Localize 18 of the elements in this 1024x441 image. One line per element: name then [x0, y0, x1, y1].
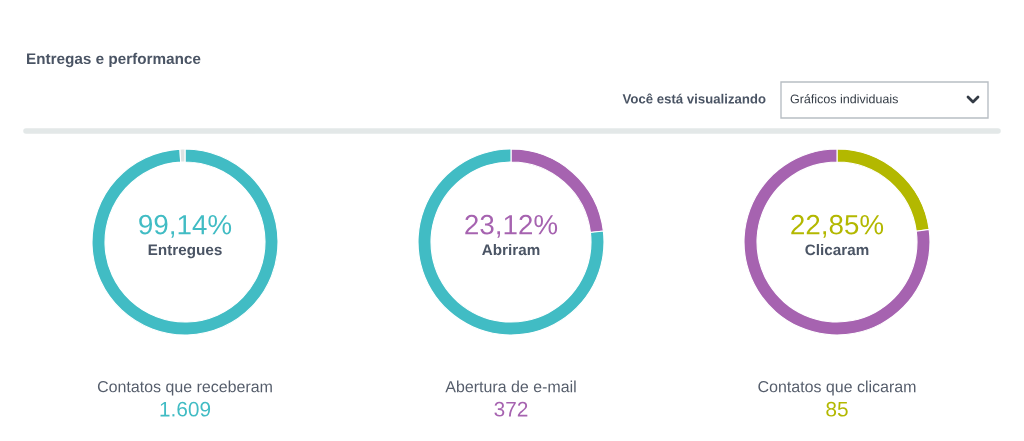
text: 85 [826, 401, 848, 417]
text: 372 [494, 401, 528, 417]
data-label: 22,85% [791, 214, 884, 238]
donut-slice [91, 148, 279, 336]
text: Gráficos individuais [790, 94, 898, 104]
text: Entregas e performance [27, 52, 201, 68]
text: Contatos que clicaram [758, 380, 916, 396]
text: Contatos que receberam [97, 380, 272, 396]
text: 1.609 [160, 401, 211, 417]
data-label: 23,12% [465, 214, 558, 238]
donut-slice [417, 148, 605, 336]
slice-label: Abriram [482, 244, 540, 256]
data-label: 99,14% [139, 214, 232, 238]
slice-label: Entregues [148, 244, 222, 259]
donut-slice [743, 148, 931, 336]
text: Abertura de e-mail [445, 380, 576, 393]
text: Você está visualizando [622, 93, 766, 104]
slice-label: Clicaram [805, 244, 869, 256]
